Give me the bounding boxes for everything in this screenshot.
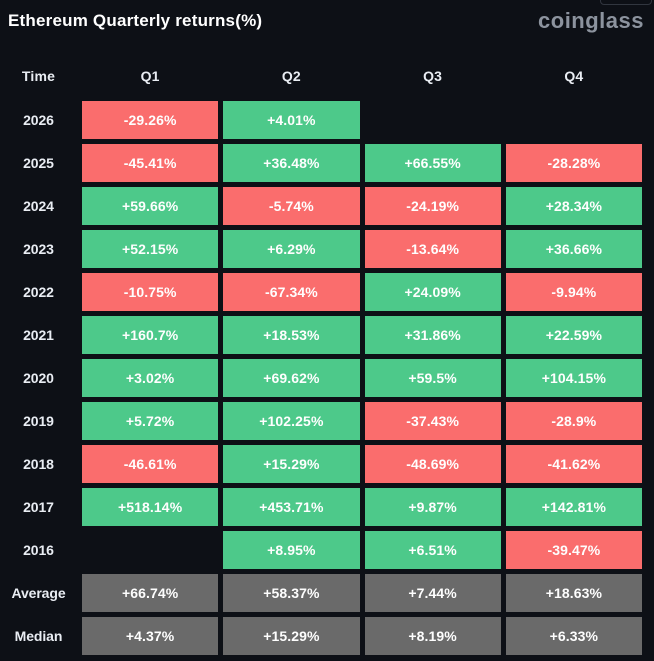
return-cell: -46.61% [82,445,219,483]
return-cell: +24.09% [364,273,501,311]
return-cell: -67.34% [223,273,360,311]
page-title: Ethereum Quarterly returns(%) [8,11,263,30]
return-cell: +104.15% [505,359,642,397]
return-cell: +3.02% [82,359,219,397]
row-label: 2019 [23,413,54,429]
column-header-q1: Q1 [140,68,160,84]
row-label: 2016 [23,542,54,558]
return-cell: +36.48% [223,144,360,182]
return-cell: -45.41% [82,144,219,182]
return-cell: -24.19% [364,187,501,225]
row-label: 2024 [23,198,54,214]
return-cell: +31.86% [364,316,501,354]
return-cell: +142.81% [505,488,642,526]
return-cell: +18.63% [505,574,642,612]
return-cell: +28.34% [505,187,642,225]
header-bar: Ethereum Quarterly returns(%) coinglass [0,0,654,56]
column-header-q3: Q3 [423,68,443,84]
return-cell [365,101,501,139]
column-header-time: Time [21,68,56,84]
return-cell: -5.74% [223,187,360,225]
return-cell: +6.33% [505,617,642,655]
return-cell: +7.44% [364,574,501,612]
return-cell: +52.15% [82,230,219,268]
row-label: 2017 [23,499,54,515]
return-cell: -39.47% [505,531,642,569]
return-cell: +66.55% [364,144,501,182]
cutoff-tooltip-corner [600,0,652,5]
column-header-q4: Q4 [564,68,584,84]
return-cell: +6.29% [223,230,360,268]
return-cell: +18.53% [223,316,360,354]
return-cell: +9.87% [364,488,501,526]
return-cell: -9.94% [505,273,642,311]
return-cell: +59.66% [82,187,219,225]
row-label: 2021 [23,327,54,343]
return-cell: +518.14% [82,488,219,526]
return-cell: +36.66% [505,230,642,268]
return-cell: +102.25% [223,402,360,440]
return-cell: +22.59% [505,316,642,354]
return-cell: +8.95% [223,531,360,569]
return-cell: +69.62% [223,359,360,397]
return-cell: +15.29% [223,445,360,483]
row-label: 2025 [23,155,54,171]
return-cell: -41.62% [505,445,642,483]
returns-table: Time Q1 Q2 Q3 Q4 2026 -29.26% +4.01% 2025 -4… [0,56,654,655]
return-cell: +5.72% [82,402,219,440]
return-cell [506,101,642,139]
row-label: 2020 [23,370,54,386]
return-cell: -28.28% [505,144,642,182]
return-cell: +4.01% [223,101,360,139]
return-cell: +59.5% [364,359,501,397]
return-cell: -29.26% [82,101,219,139]
return-cell: -28.9% [505,402,642,440]
row-label: 2018 [23,456,54,472]
return-cell: -13.64% [364,230,501,268]
column-header-q2: Q2 [281,68,301,84]
return-cell: -10.75% [82,273,219,311]
row-label: Average [11,585,66,601]
row-label: Median [14,628,63,644]
return-cell: +453.71% [223,488,360,526]
return-cell: -48.69% [364,445,501,483]
return-cell: +15.29% [223,617,360,655]
return-cell: +160.7% [82,316,219,354]
return-cell: -37.43% [364,402,501,440]
return-cell: +8.19% [364,617,501,655]
coinglass-logo: coinglass [538,8,644,33]
return-cell [82,531,218,569]
return-cell: +4.37% [82,617,219,655]
row-label: 2022 [23,284,54,300]
return-cell: +58.37% [223,574,360,612]
return-cell: +6.51% [364,531,501,569]
row-label: 2023 [23,241,54,257]
return-cell: +66.74% [82,574,219,612]
row-label: 2026 [23,112,54,128]
